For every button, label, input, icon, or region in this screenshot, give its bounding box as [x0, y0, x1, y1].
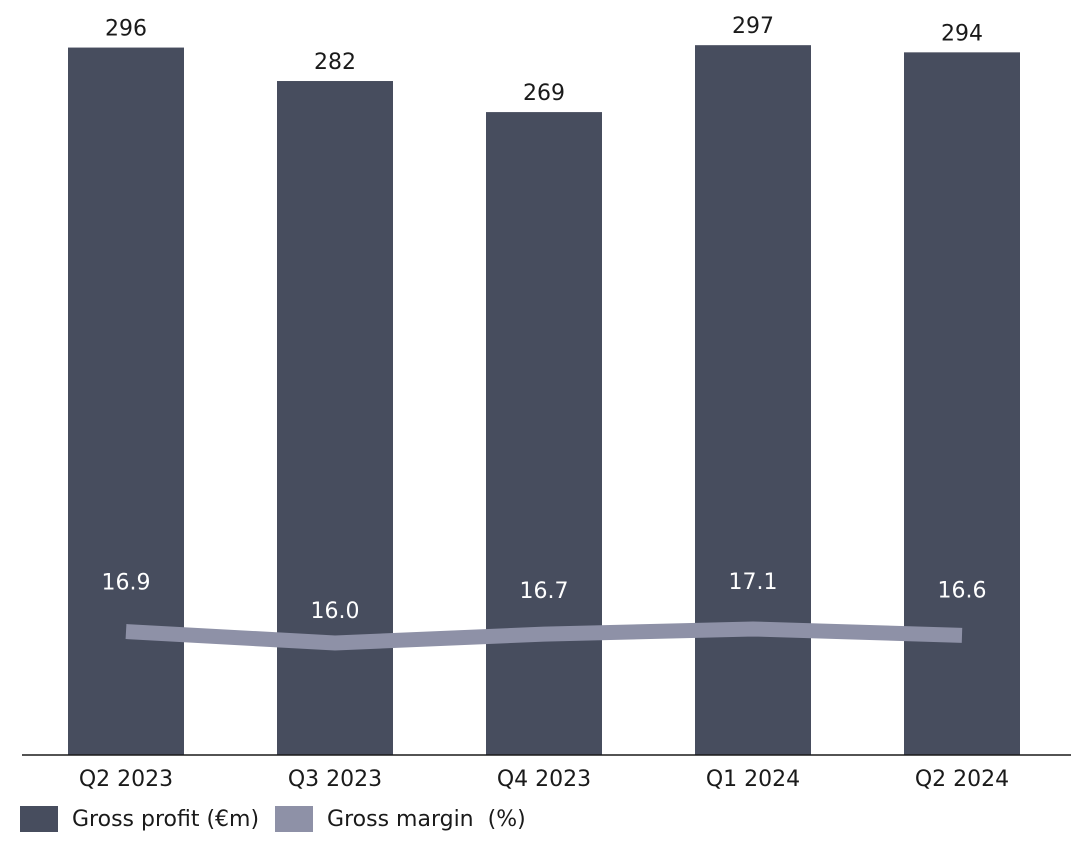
legend-swatch-gross-profit — [20, 806, 58, 832]
x-axis-ticks: Q2 2023 Q3 2023 Q4 2023 Q1 2024 Q2 2024 — [79, 767, 1009, 792]
bar-q3-2023 — [277, 81, 393, 755]
bar-q1-2024 — [695, 45, 811, 756]
legend: Gross profit (€m) Gross margin (%) — [20, 806, 542, 832]
x-tick-label: Q2 2024 — [915, 767, 1009, 792]
margin-value-label: 16.6 — [938, 578, 987, 603]
gross-margin-line — [125, 621, 963, 651]
legend-label-gross-profit: Gross profit (€m) — [72, 806, 260, 832]
x-tick-label: Q3 2023 — [288, 767, 382, 792]
bars-layer: 296 282 269 297 294 — [68, 14, 1020, 756]
bar-value-label: 297 — [732, 14, 774, 39]
chart: 296 282 269 297 294 16.9 16.0 16.7 17.1 16.6 Q2 … — [22, 14, 1071, 792]
bar-value-label: 296 — [105, 17, 147, 42]
bar-q2-2024 — [904, 52, 1020, 755]
bar-q2-2023 — [68, 47, 184, 756]
x-tick-label: Q2 2023 — [79, 767, 173, 792]
margin-value-label: 16.0 — [311, 599, 360, 624]
margin-value-label: 17.1 — [729, 570, 778, 595]
bar-value-label: 294 — [941, 21, 983, 46]
legend-label-gross-margin: Gross margin (%) — [327, 806, 526, 832]
margin-line-layer: 16.9 16.0 16.7 17.1 16.6 — [102, 570, 987, 651]
bar-q4-2023 — [486, 112, 602, 756]
margin-value-label: 16.9 — [102, 571, 151, 596]
x-tick-label: Q1 2024 — [706, 767, 800, 792]
margin-value-label: 16.7 — [520, 579, 569, 604]
legend-item-gross-margin: Gross margin (%) — [275, 806, 526, 832]
bar-value-label: 282 — [314, 50, 356, 75]
bar-value-label: 269 — [523, 81, 565, 106]
legend-item-gross-profit: Gross profit (€m) — [20, 806, 259, 832]
legend-swatch-gross-margin — [275, 806, 314, 832]
x-tick-label: Q4 2023 — [497, 767, 591, 792]
